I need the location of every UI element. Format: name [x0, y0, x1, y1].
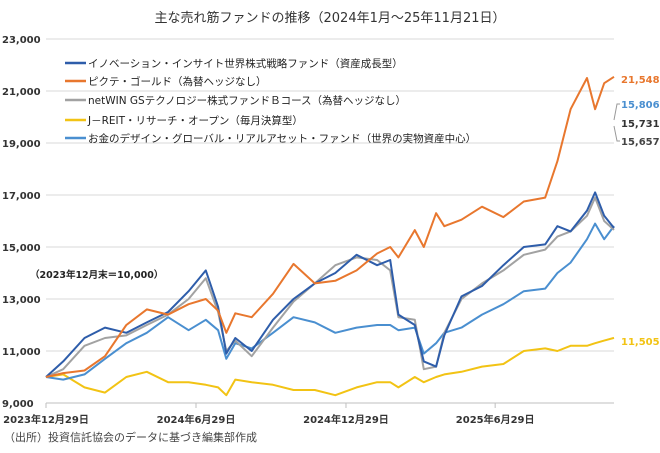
x-tick-label: 2024年6月29日 — [157, 413, 236, 426]
y-tick-label: 15,000 — [2, 243, 41, 254]
y-tick-label: 21,000 — [2, 87, 41, 98]
legend-label: J－REIT・リサーチ・オープン（毎月決算型） — [87, 114, 303, 127]
y-tick-label: 19,000 — [2, 139, 41, 150]
y-tick-label: 13,000 — [2, 295, 41, 306]
series-lines — [45, 75, 615, 397]
series-line — [45, 75, 615, 378]
y-axis-ticks: 9,000 11,000 13,000 15,000 17,000 19,000 21,00… — [2, 35, 41, 410]
legend: イノベーション・インサイト世界株式戦略ファンド（資産成長型） ピクテ・ゴールド（為… — [65, 57, 476, 145]
series-line — [45, 336, 615, 397]
source-note: （出所）投資信託協会のデータに基づき編集部作成 — [4, 430, 257, 444]
chart-title: 主な売れ筋ファンドの推移（2024年1月～25年11月21日） — [155, 10, 506, 26]
y-tick-label: 11,000 — [2, 347, 41, 358]
y-tick-label: 17,000 — [2, 191, 41, 202]
end-label: 15,731 — [621, 119, 660, 130]
x-tick-label: 2025年6月29日 — [456, 413, 535, 426]
end-label: 11,505 — [621, 337, 660, 348]
legend-label: お金のデザイン・グローバル・リアルアセット・ファンド（世界の実物資産中心） — [88, 132, 476, 145]
label-connector — [613, 125, 620, 142]
label-connector — [613, 103, 620, 121]
gridlines — [46, 38, 614, 404]
end-labels: 15,731 21,548 15,657 11,505 15,806 — [613, 75, 660, 348]
legend-label: netWIN GSテクノロジー株式ファンドＢコース（為替ヘッジなし） — [88, 94, 406, 107]
series-line — [45, 222, 615, 381]
series-line — [45, 196, 615, 378]
x-tick-label: 2023年12月29日 — [3, 413, 89, 426]
x-tick-label: 2024年12月29日 — [303, 413, 389, 426]
legend-label: イノベーション・インサイト世界株式戦略ファンド（資産成長型） — [88, 57, 403, 70]
series-line — [45, 191, 615, 378]
end-label: 15,657 — [621, 137, 660, 148]
x-axis-ticks: 2023年12月29日 2024年6月29日 2024年12月29日 2025年6月2… — [3, 403, 535, 426]
end-label: 21,548 — [621, 75, 660, 86]
y-tick-label: 9,000 — [2, 399, 34, 410]
base-annotation: （2023年12月末＝10,000） — [30, 269, 163, 281]
legend-label: ピクテ・ゴールド（為替ヘッジなし） — [88, 75, 267, 88]
end-label: 15,806 — [621, 100, 660, 111]
y-tick-label: 23,000 — [2, 35, 41, 46]
